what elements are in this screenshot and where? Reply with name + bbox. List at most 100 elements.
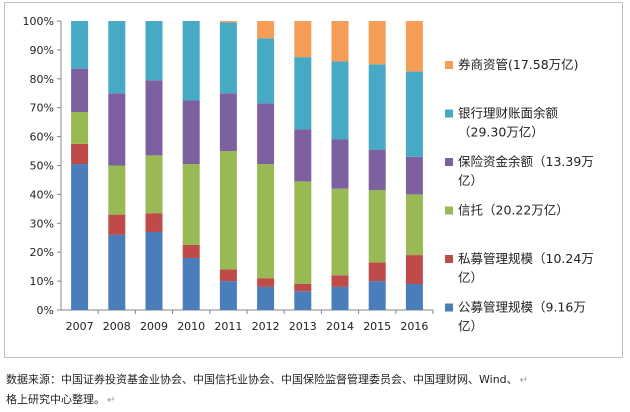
source-note-line-2: 格上研究中心整理。: [6, 393, 105, 406]
bar-segment: [145, 231, 163, 310]
bar-segment: [71, 21, 89, 69]
bar-segment: [219, 151, 237, 270]
bar-segment: [257, 164, 275, 279]
y-tick-label: 90%: [30, 44, 54, 57]
bar-segment: [368, 21, 386, 65]
bar-segment: [405, 71, 423, 157]
bar-segment: [294, 57, 312, 130]
x-tick-label: 2012: [252, 320, 280, 333]
y-tick-label: 10%: [30, 275, 54, 288]
legend-label: 券商资管(17.58万亿): [458, 57, 579, 72]
y-tick-label: 0%: [37, 304, 54, 317]
bar-segment: [368, 149, 386, 191]
bar-segment: [108, 214, 126, 235]
bar-segment: [331, 61, 349, 140]
chart-frame: 0% 10% 20% 30% 40% 50% 60% 70% 80% 90% 100% 2007 200…: [4, 2, 623, 358]
bar-segment: [294, 21, 312, 58]
source-note: 数据来源：中国证券投资基金业协会、中国信托业协会、中国保险监督管理委员会、中国理…: [6, 370, 618, 410]
x-tick-label: 2007: [66, 320, 94, 333]
bar-segment: [182, 100, 200, 165]
bar-segment: [331, 188, 349, 276]
x-tick-label: 2013: [289, 320, 317, 333]
y-tick-label: 70%: [30, 102, 54, 115]
bar-segment: [405, 194, 423, 256]
bar-segment: [182, 257, 200, 310]
legend-swatch: [445, 109, 453, 118]
bar-segment: [331, 139, 349, 189]
legend: 券商资管(17.58万亿) 银行理财账面余额 （29.30万亿） 保险资金余额（13.…: [445, 57, 594, 334]
bar-segment: [405, 283, 423, 310]
bar-segment: [108, 21, 126, 94]
bar-segment: [294, 283, 312, 292]
bar-segment: [108, 165, 126, 215]
bar-segment: [145, 80, 163, 156]
y-tick-label: 100%: [23, 15, 54, 28]
x-tick-label: 2011: [214, 320, 242, 333]
y-tick-label: 50%: [30, 160, 54, 173]
bar-segment: [145, 21, 163, 81]
bar-segment: [294, 181, 312, 284]
legend-label: 保险资金余额（13.39万: [458, 154, 594, 169]
bar-segment: [257, 21, 275, 39]
legend-swatch: [445, 61, 453, 69]
x-tick-label: 2015: [363, 320, 391, 333]
bar-segment: [294, 291, 312, 310]
bar-segment: [368, 262, 386, 282]
bar-segment: [182, 244, 200, 258]
bar-segment: [257, 38, 275, 104]
x-tick-label: 2008: [103, 320, 131, 333]
bar-segment: [405, 255, 423, 284]
bar-segment: [71, 143, 89, 165]
legend-swatch: [445, 255, 453, 263]
legend-label: 信托（20.22万亿）: [458, 203, 569, 218]
bar-segment: [108, 93, 126, 166]
bar-segment: [108, 234, 126, 310]
legend-label: 亿）: [458, 173, 483, 188]
bar-segment: [71, 112, 89, 144]
y-tick-label: 20%: [30, 246, 54, 259]
bar-segment: [219, 269, 237, 282]
bar-segment: [145, 213, 163, 232]
bars: [71, 21, 423, 310]
y-tick-label: 80%: [30, 73, 54, 86]
bar-segment: [219, 22, 237, 94]
x-tick-label: 2014: [326, 320, 354, 333]
legend-label: （29.30万亿）: [458, 125, 544, 140]
paragraph-mark-icon: ↵: [519, 375, 529, 386]
bar-segment: [368, 64, 386, 150]
legend-label: 亿）: [458, 319, 483, 334]
bar-segment: [71, 164, 89, 310]
axes: 0% 10% 20% 30% 40% 50% 60% 70% 80% 90% 100% 2007 200…: [23, 15, 434, 333]
x-tick-label: 2010: [177, 320, 205, 333]
stacked-bar-chart: 0% 10% 20% 30% 40% 50% 60% 70% 80% 90% 100% 2007 200…: [23, 15, 594, 334]
legend-label: 公募管理规模（9.16万: [458, 300, 586, 315]
legend-swatch: [445, 303, 453, 312]
bar-segment: [331, 275, 349, 287]
bar-segment: [257, 286, 275, 310]
legend-swatch: [445, 206, 453, 215]
paragraph-mark-icon: ↵: [107, 395, 116, 406]
bar-segment: [182, 21, 200, 101]
legend-swatch: [445, 158, 453, 166]
bar-segment: [71, 68, 89, 113]
bar-segment: [182, 164, 200, 245]
bar-segment: [331, 286, 349, 310]
bar-segment: [294, 129, 312, 182]
legend-label: 私募管理规模（10.24万: [458, 251, 594, 266]
legend-label: 亿）: [458, 270, 483, 285]
y-tick-label: 60%: [30, 131, 54, 144]
legend-label: 银行理财账面余额: [458, 106, 559, 121]
bar-segment: [405, 156, 423, 195]
bar-segment: [145, 155, 163, 214]
bar-segment: [219, 281, 237, 310]
bar-segment: [368, 281, 386, 310]
bar-segment: [257, 278, 275, 287]
bar-segment: [257, 103, 275, 165]
bar-segment: [405, 21, 423, 72]
x-tick-label: 2016: [400, 320, 428, 333]
bar-segment: [368, 190, 386, 263]
bar-segment: [219, 21, 237, 23]
y-tick-label: 30%: [30, 217, 54, 230]
bar-segment: [331, 21, 349, 62]
y-tick-label: 40%: [30, 188, 54, 201]
